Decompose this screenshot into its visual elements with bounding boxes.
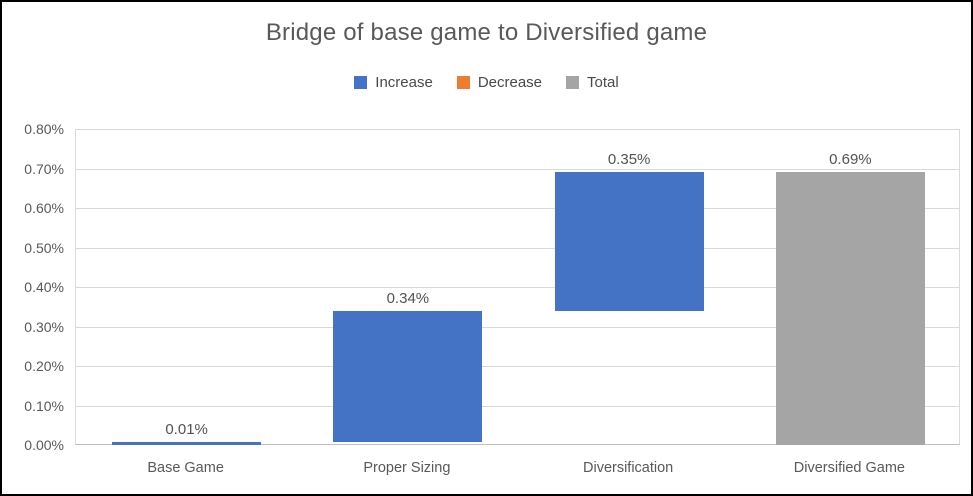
y-axis-tick-labels: 0.00% 0.10% 0.20% 0.30% 0.40% 0.50% 0.60% 0.70%… — [2, 2, 64, 494]
bar-diversification[interactable] — [554, 172, 704, 311]
legend-label-decrease: Decrease — [477, 74, 543, 91]
y-tick-label: 0.80% — [24, 121, 64, 137]
gridline — [76, 366, 959, 367]
data-label-diversified-game: 0.69% — [829, 151, 872, 169]
y-tick-label: 0.20% — [24, 358, 64, 374]
x-category-label: Proper Sizing — [363, 460, 451, 476]
x-category-label: Diversified Game — [793, 460, 905, 476]
bar-proper-sizing[interactable] — [333, 310, 483, 442]
y-tick-label: 0.10% — [24, 397, 64, 414]
legend-label-increase: Increase — [375, 74, 433, 91]
gridline — [76, 405, 959, 407]
legend-item-total[interactable]: Total — [566, 74, 619, 91]
gridline — [76, 168, 959, 170]
total-swatch-icon — [566, 76, 580, 89]
y-tick-label: 0.30% — [24, 318, 64, 335]
chart-title: Bridge of base game to Diversified game — [265, 19, 708, 46]
y-tick-label: 0.50% — [24, 239, 64, 256]
chart-legend: Increase Decrease Total — [2, 74, 971, 91]
y-tick-label: 0.40% — [24, 279, 64, 295]
data-label-base-game: 0.01% — [165, 420, 208, 438]
y-tick-label: 0.60% — [24, 200, 64, 216]
x-axis-labels: Base Game Proper Sizing Diversification Div… — [2, 460, 971, 484]
gridline — [76, 208, 959, 209]
gridline — [76, 129, 959, 130]
gridline — [76, 326, 959, 328]
data-label-diversification: 0.35% — [607, 151, 651, 169]
plot-area: 0.01% 0.34% 0.35% 0.69% — [75, 129, 960, 445]
x-category-label: Diversification — [583, 460, 674, 476]
data-label-proper-sizing: 0.34% — [386, 289, 430, 307]
legend-label-total: Total — [587, 74, 619, 91]
decrease-swatch-icon — [456, 76, 470, 89]
legend-item-increase[interactable]: Increase — [354, 74, 433, 91]
legend-item-decrease[interactable]: Decrease — [456, 74, 543, 91]
y-tick-label: 0.00% — [24, 437, 64, 453]
gridline — [76, 247, 959, 249]
gridline — [76, 287, 959, 288]
increase-swatch-icon — [354, 76, 368, 89]
y-tick-label: 0.70% — [24, 160, 64, 177]
x-category-label: Base Game — [147, 460, 224, 476]
bar-base-game[interactable] — [112, 441, 262, 445]
bar-diversified-game[interactable] — [775, 172, 925, 445]
